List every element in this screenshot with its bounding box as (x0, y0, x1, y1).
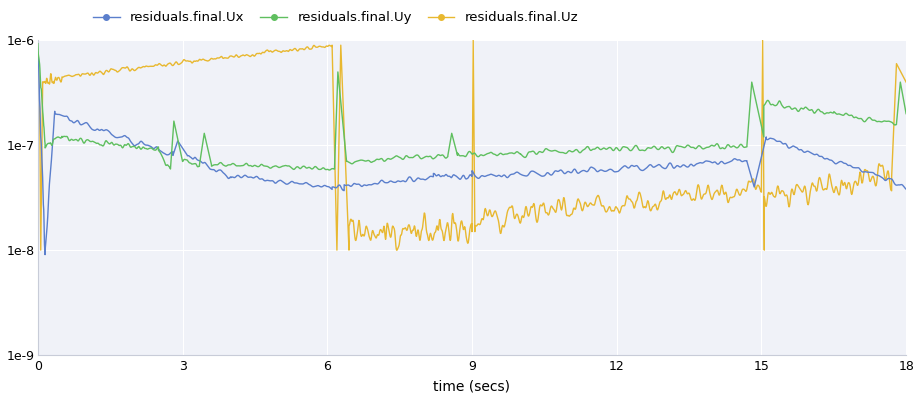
residuals.final.Ux (209, 167, 220, 172)
residuals.final.Uz (901, 80, 912, 84)
residuals.final.Uy (391, 156, 402, 161)
residuals.final.Uy (165, 167, 176, 172)
residuals.final.Uz (231, 54, 242, 58)
residuals.final.Ux (745, 172, 756, 177)
residuals.final.Ux (901, 185, 912, 190)
residuals.final.Ux (452, 178, 463, 182)
residuals.final.Uy (901, 111, 912, 116)
residuals.final.Uz (614, 202, 625, 206)
residuals.final.Uy (688, 145, 699, 150)
X-axis label: time (secs): time (secs) (434, 379, 510, 393)
Line: residuals.final.Uz: residuals.final.Uz (38, 40, 906, 250)
residuals.final.Uy (191, 161, 202, 166)
residuals.final.Uz (33, 86, 44, 90)
Line: residuals.final.Ux: residuals.final.Ux (38, 49, 906, 258)
residuals.final.Uy (156, 147, 167, 152)
residuals.final.Uz (618, 198, 629, 203)
residuals.final.Uy (894, 86, 905, 90)
Legend: residuals.final.Ux, residuals.final.Uy, residuals.final.Uz: residuals.final.Ux, residuals.final.Uy, … (87, 6, 584, 30)
Line: residuals.final.Uy: residuals.final.Uy (38, 45, 906, 170)
residuals.final.Uy (36, 94, 47, 99)
residuals.final.Ux (34, 87, 45, 92)
residuals.final.Uz (450, 234, 461, 238)
residuals.final.Uy (32, 43, 43, 48)
residuals.final.Uz (35, 248, 46, 252)
residuals.final.Ux (40, 256, 51, 261)
residuals.final.Ux (138, 143, 149, 148)
residuals.final.Uz (32, 39, 43, 44)
residuals.final.Ux (32, 47, 43, 52)
residuals.final.Uz (321, 43, 332, 48)
residuals.final.Uz (468, 38, 479, 43)
residuals.final.Ux (356, 184, 367, 189)
